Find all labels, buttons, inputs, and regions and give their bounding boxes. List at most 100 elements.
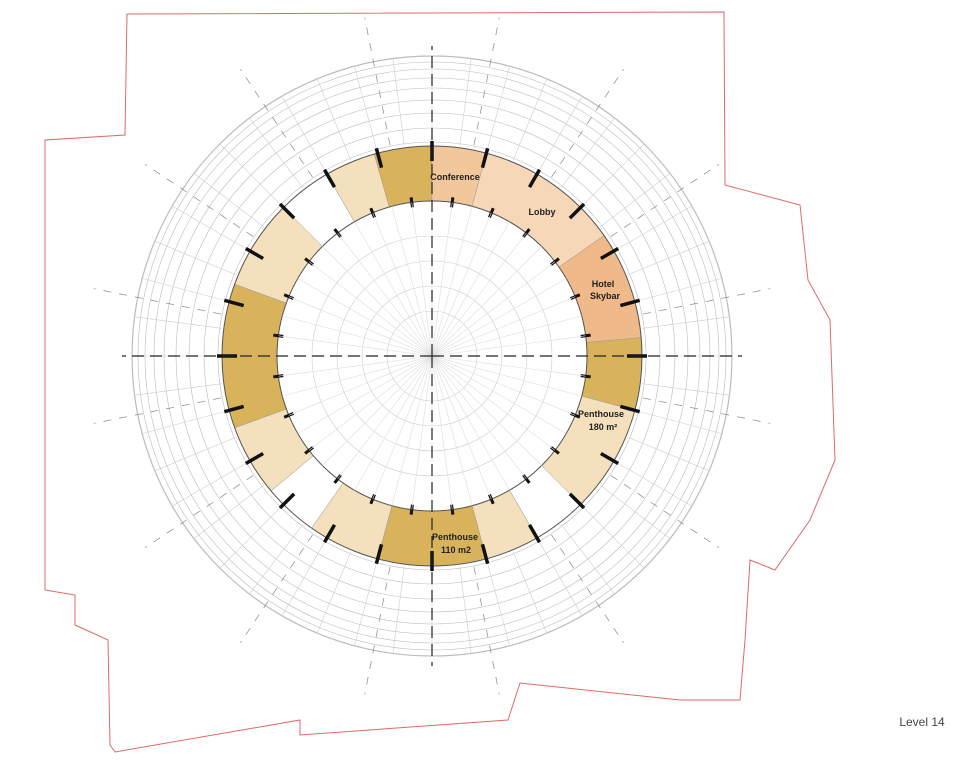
courtyard-line: [278, 335, 433, 357]
courtyard-line: [288, 355, 433, 416]
radial-line: [142, 278, 228, 302]
axis-dash: [144, 164, 254, 237]
radial-line: [193, 173, 264, 228]
radial-line: [459, 58, 472, 146]
axis-dash: [364, 566, 391, 695]
level-label: Level 14: [899, 715, 945, 729]
wall: [223, 298, 245, 308]
axis-dash: [473, 566, 500, 695]
room-label: Penthouse: [578, 409, 624, 419]
wall: [527, 168, 542, 189]
wall: [527, 523, 542, 544]
radial-line: [581, 505, 645, 569]
radial-line: [392, 566, 405, 654]
wall: [244, 451, 265, 466]
radial-line: [316, 78, 352, 161]
courtyard-line: [431, 335, 586, 357]
courtyard-line: [431, 355, 582, 397]
radial-line: [219, 505, 283, 569]
courtyard-line: [431, 355, 542, 466]
courtyard-line: [282, 315, 433, 357]
courtyard-line: [297, 355, 433, 434]
wall: [278, 202, 296, 220]
radial-line: [249, 524, 304, 595]
radial-line: [600, 173, 671, 228]
radial-line: [627, 240, 710, 276]
courtyard-line: [431, 246, 542, 357]
wall: [568, 492, 586, 510]
radial-line: [154, 436, 237, 472]
courtyard-line: [431, 355, 492, 500]
radial-line: [636, 278, 722, 302]
radial-line: [642, 316, 730, 329]
courtyard-line: [308, 355, 433, 451]
wall: [480, 543, 490, 565]
radial-line: [615, 461, 692, 507]
axis-dash: [93, 397, 222, 424]
courtyard-line: [431, 206, 473, 357]
wall: [599, 246, 620, 261]
courtyard-line: [431, 232, 527, 357]
courtyard-line: [431, 355, 453, 510]
courtyard-line: [391, 206, 433, 357]
courtyard-line: [431, 202, 453, 357]
wall: [568, 202, 586, 220]
courtyard-line: [431, 212, 492, 357]
radial-line: [172, 205, 249, 251]
courtyard-line: [322, 355, 433, 466]
courtyard-line: [431, 355, 556, 451]
courtyard-line: [354, 355, 433, 491]
radial-line: [537, 96, 583, 173]
radial-line: [627, 436, 710, 472]
courtyard-line: [322, 246, 433, 357]
courtyard-line: [431, 355, 510, 491]
room-label: Hotel: [592, 279, 615, 289]
courtyard-line: [431, 278, 567, 357]
courtyard-line: [391, 355, 433, 506]
room-label: 180 m²: [589, 422, 618, 432]
radial-line: [486, 560, 510, 646]
wall: [223, 404, 245, 414]
courtyard-line: [431, 261, 556, 357]
building-geometry: [93, 17, 771, 695]
radial-line: [354, 560, 378, 646]
wall: [322, 523, 337, 544]
axis-dash: [93, 288, 222, 315]
courtyard-line: [308, 261, 433, 357]
radial-line: [134, 383, 222, 396]
wall: [619, 404, 641, 414]
radial-line: [249, 117, 304, 188]
room-label: Skybar: [590, 291, 621, 301]
courtyard-line: [431, 355, 527, 480]
courtyard-line: [354, 221, 433, 357]
room-label: Penthouse: [432, 532, 478, 542]
radial-line: [281, 96, 327, 173]
axis-dash: [551, 68, 624, 178]
radial-line: [600, 484, 671, 539]
courtyard-line: [431, 221, 510, 357]
axis-dash: [642, 397, 771, 424]
radial-line: [142, 410, 228, 434]
axis-dash: [610, 475, 720, 548]
radial-line: [193, 484, 264, 539]
room-label: Lobby: [529, 207, 556, 217]
wall: [599, 451, 620, 466]
axis-dash: [240, 68, 313, 178]
radial-line: [219, 143, 283, 207]
axis-dash: [144, 475, 254, 548]
axis-dash: [473, 17, 500, 146]
courtyard-line: [411, 355, 433, 510]
site-boundary: [44, 11, 836, 753]
radial-line: [642, 383, 730, 396]
room-label: 110 m2: [441, 545, 471, 555]
courtyard-line: [297, 278, 433, 357]
courtyard-line: [431, 355, 576, 416]
axis-dash: [551, 534, 624, 644]
courtyard-line: [431, 315, 582, 357]
radial-line: [512, 78, 548, 161]
wall: [374, 147, 384, 169]
radial-line: [154, 240, 237, 276]
courtyard-line: [431, 355, 473, 506]
radial-line: [316, 551, 352, 634]
wall: [278, 492, 296, 510]
